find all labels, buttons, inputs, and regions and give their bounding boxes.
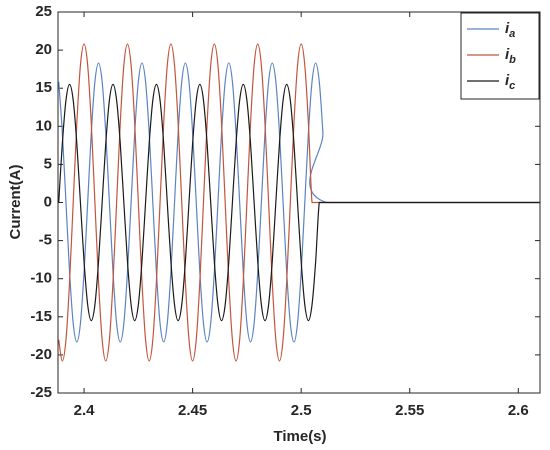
x-tick-label: 2.6 (508, 402, 529, 419)
y-tick-label: 25 (35, 3, 52, 20)
legend-label: ia (505, 20, 515, 40)
x-axis-label: Time(s) (273, 428, 326, 445)
y-tick-label: 0 (44, 193, 52, 210)
y-tick-label: -15 (30, 308, 52, 325)
series-line (58, 43, 540, 362)
x-tick-label: 2.4 (74, 402, 96, 419)
legend-label: ib (505, 46, 516, 66)
y-tick-label: 20 (35, 41, 52, 58)
y-axis-label: Current(A) (7, 165, 24, 240)
y-tick-label: 15 (35, 79, 52, 96)
y-tick-label: -5 (39, 232, 52, 249)
y-tick-label: 10 (35, 117, 52, 134)
series-line (58, 83, 540, 322)
y-tick-label: -25 (30, 384, 52, 401)
x-tick-label: 2.5 (291, 402, 312, 419)
legend-box (460, 12, 540, 100)
x-tick-label: 2.45 (178, 402, 207, 419)
y-tick-label: -10 (30, 270, 52, 287)
plot-frame (57, 11, 541, 394)
y-tick-label: -20 (30, 346, 52, 363)
legend: ia ib ic (460, 12, 540, 100)
y-tick-label: 5 (44, 155, 52, 172)
x-tick-label: 2.55 (395, 402, 424, 419)
legend-label: ic (505, 72, 515, 92)
